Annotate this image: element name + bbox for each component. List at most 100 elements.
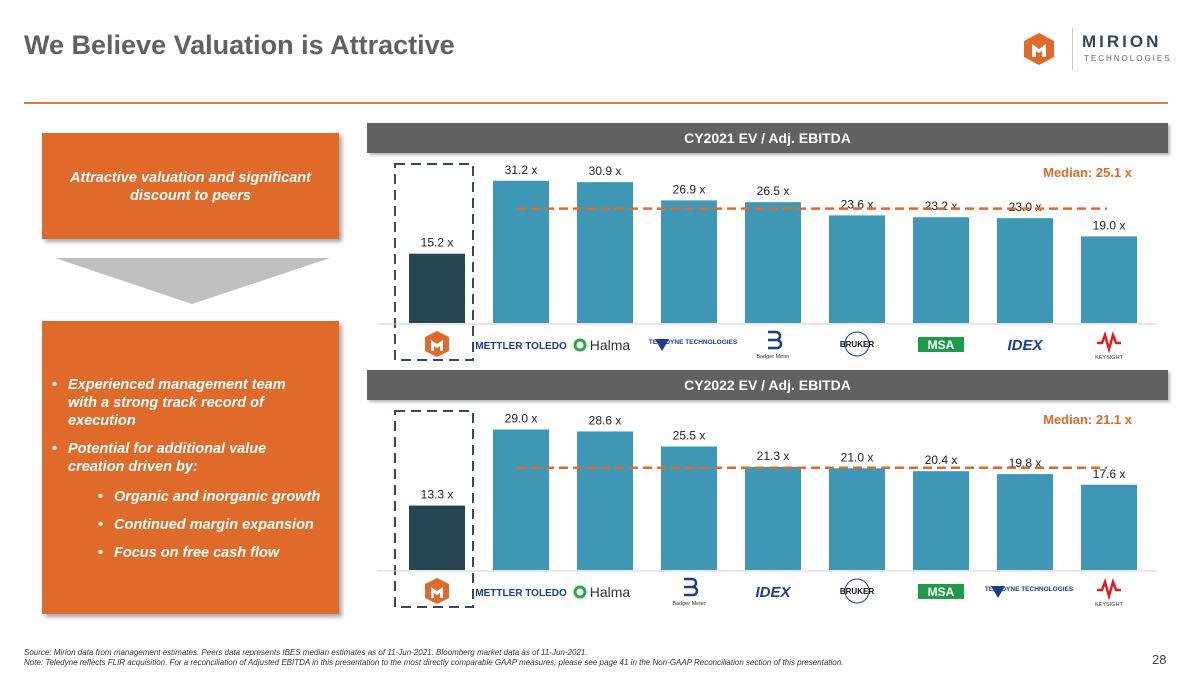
bar-keysight (1081, 236, 1137, 323)
bar-msa (913, 217, 969, 323)
mirion-logo (425, 331, 449, 357)
mettler-toledo-logo: METTLER TOLEDO (475, 588, 567, 599)
bruker-logo: BRUKER (840, 331, 874, 357)
bullet-item: • Experienced management team with a str… (52, 377, 286, 429)
data-label: 13.3 x (421, 488, 454, 502)
halma-logo: Halma (573, 584, 631, 600)
bar-mirion (409, 505, 465, 570)
msa-logo-icon (918, 584, 964, 599)
msa-logo-text: MSA (928, 338, 955, 352)
ev-ebitda-2022-chart: 13.3 x 29.0 x METTLER TOLEDO 28.6 x Halma 25.… (377, 410, 1157, 608)
median-label: Median: 21.1 x (1043, 412, 1133, 427)
idex-logo: IDEX (1007, 337, 1043, 354)
headline-box: Attractive valuation and significant dis… (42, 133, 339, 239)
data-label: 20.4 x (925, 453, 958, 467)
data-label: 31.2 x (505, 163, 538, 177)
msa-logo-text: MSA (928, 585, 955, 599)
data-label: 19.0 x (1093, 218, 1126, 232)
chart-title-2022: CY2022 EV / Adj. EBITDA (367, 370, 1168, 400)
mirion-highlight-box (394, 410, 474, 608)
bar-teledyne-technologies (997, 474, 1053, 570)
badger-meter-logo: Badger Meter (756, 330, 790, 360)
sub-bullet-item: • Focus on free cash flow (98, 545, 280, 561)
title-divider (24, 102, 1168, 104)
page-number: 28 (1152, 652, 1167, 667)
bar-bruker (829, 215, 885, 323)
keysight-logo-icon (1097, 331, 1121, 354)
teledyne-logo-icon (991, 586, 1005, 598)
source-footnote: Source: Mirion data from management esti… (24, 648, 588, 657)
keysight-logo-text: KEYSIGHT (1095, 355, 1123, 361)
teledyne-technologies-logo: TELEDYNE TECHNOLOGIES (985, 586, 1074, 598)
logo-name: MIRION (1082, 32, 1162, 51)
bar-teledyne-technologies (661, 200, 717, 323)
data-label: 28.6 x (589, 413, 622, 427)
bruker-logo-icon (844, 578, 870, 604)
bar-keysight (1081, 484, 1137, 570)
msa-logo: MSA (918, 337, 964, 352)
mettler-toledo-logo: METTLER TOLEDO (475, 341, 567, 352)
data-label: 19.8 x (1009, 456, 1042, 470)
halma-logo-icon (573, 585, 587, 599)
bullet-dot-icon: • (98, 545, 104, 561)
data-label: 30.9 x (589, 164, 622, 178)
ev-ebitda-2021-chart: 15.2 x 31.2 x METTLER TOLEDO 30.9 x Halma 26.… (377, 163, 1157, 361)
bar-mirion (409, 253, 465, 323)
idex-logo-text: IDEX (755, 584, 791, 601)
keysight-logo-icon (1097, 578, 1121, 601)
bar-mettler-toledo (493, 429, 549, 570)
data-label: 29.0 x (505, 412, 538, 426)
idex-logo: IDEX (755, 584, 791, 601)
bar-halma (577, 431, 633, 570)
data-label: 26.9 x (673, 182, 706, 196)
bar-idex (745, 466, 801, 570)
badger-meter-logo: Badger Meter (672, 577, 706, 607)
down-arrow-icon (55, 258, 330, 304)
halma-logo-text: Halma (590, 584, 631, 600)
chart-title-2021: CY2021 EV / Adj. EBITDA (367, 123, 1168, 153)
halma-logo-text: Halma (590, 337, 631, 353)
halma-logo: Halma (573, 337, 631, 353)
data-label: 23.0 x (1009, 200, 1042, 214)
bullet-dot-icon: • (52, 441, 58, 457)
page-title: We Believe Valuation is Attractive (24, 30, 455, 60)
data-label: 25.5 x (673, 428, 706, 442)
median-label: Median: 25.1 x (1043, 165, 1133, 180)
mirion-logo: MIRION TECHNOLOGIES (1022, 28, 1172, 74)
bruker-logo-icon (844, 331, 870, 357)
badger-logo-icon (684, 577, 699, 597)
bullet-dot-icon: • (52, 377, 58, 393)
keysight-logo: KEYSIGHT (1095, 331, 1124, 361)
mirion-logo-mark (431, 340, 443, 351)
mirion-logo (425, 578, 449, 604)
mirion-logo-mark (431, 587, 443, 598)
bar-msa (913, 471, 969, 570)
mettler-logo-text: METTLER TOLEDO (475, 341, 567, 352)
badger-logo-text: Badger Meter (756, 354, 789, 360)
badger-logo-icon (768, 330, 783, 350)
note-footnote: Note: Teledyne reflects FLIR acquisition… (24, 658, 844, 667)
sub-bullet-item: • Continued margin expansion (98, 517, 314, 533)
msa-logo-icon (918, 337, 964, 352)
highlights-box: • Experienced management team with a str… (42, 321, 339, 614)
teledyne-technologies-logo: TELEDYNE TECHNOLOGIES (649, 339, 738, 351)
teledyne-logo-icon (655, 339, 669, 351)
keysight-logo-text: KEYSIGHT (1095, 602, 1123, 608)
mirion-logo-icon (1024, 33, 1054, 65)
mirion-highlight-box (394, 163, 474, 361)
bruker-logo: BRUKER (840, 578, 874, 604)
data-label: 17.6 x (1093, 467, 1126, 481)
logo-divider (1072, 28, 1073, 70)
badger-logo-text: Badger Meter (672, 601, 705, 607)
logo-subtitle: TECHNOLOGIES (1084, 54, 1172, 63)
bullet-dot-icon: • (98, 489, 104, 505)
data-label: 15.2 x (421, 236, 454, 250)
mettler-logo-text: METTLER TOLEDO (475, 588, 567, 599)
idex-logo-text: IDEX (1007, 337, 1043, 354)
bar-mettler-toledo (493, 180, 549, 323)
bar-idex (997, 218, 1053, 323)
teledyne-logo-text: TELEDYNE TECHNOLOGIES (649, 339, 738, 346)
teledyne-logo-text: TELEDYNE TECHNOLOGIES (985, 586, 1074, 593)
halma-logo-icon (573, 338, 587, 352)
data-label: 23.6 x (841, 197, 874, 211)
